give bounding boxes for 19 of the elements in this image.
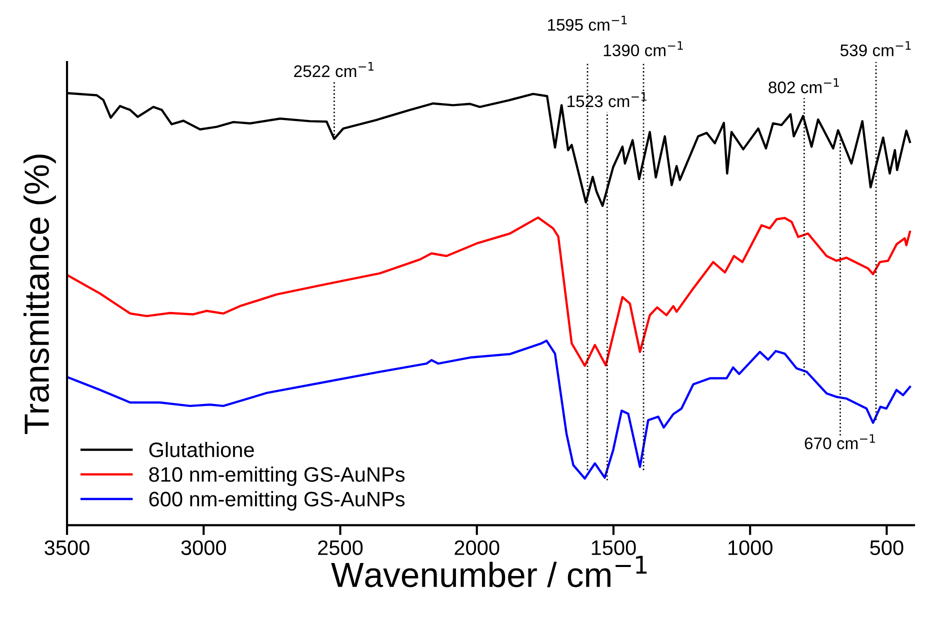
ref-line-label: 2522 cm$^{−1}$ xyxy=(294,62,374,78)
x-tick-label: 500 xyxy=(870,540,904,556)
legend-label: 600 nm-emitting GS-AuNPs xyxy=(149,491,405,511)
ref-line-label: 670 cm$^{−1}$ xyxy=(804,434,875,450)
x-tick-label: 2500 xyxy=(318,540,363,556)
ref-line-label: 1523 cm$^{−1}$ xyxy=(568,92,646,108)
ref-line-label: 1390 cm$^{−1}$ xyxy=(604,41,683,56)
x-tick-label: 1000 xyxy=(728,540,772,556)
x-tick-label: 2000 xyxy=(454,540,500,556)
x-axis-title: Wavenumber / cm$^{−1}$ xyxy=(331,556,647,588)
x-tick-label: 3500 xyxy=(44,540,90,556)
ref-line-label: 802 cm$^{−1}$ xyxy=(768,78,839,94)
legend-label: 810 nm-emitting GS-AuNPs xyxy=(149,466,405,486)
y-axis-title: Transmittance (%) xyxy=(24,154,56,434)
ref-line-label: 539 cm$^{−1}$ xyxy=(840,41,911,56)
x-tick-label: 3000 xyxy=(181,540,226,556)
legend-label: Glutathione xyxy=(149,442,254,458)
x-tick-label: 1500 xyxy=(592,540,636,556)
ref-line-label: 1595 cm$^{−1}$ xyxy=(548,16,627,31)
